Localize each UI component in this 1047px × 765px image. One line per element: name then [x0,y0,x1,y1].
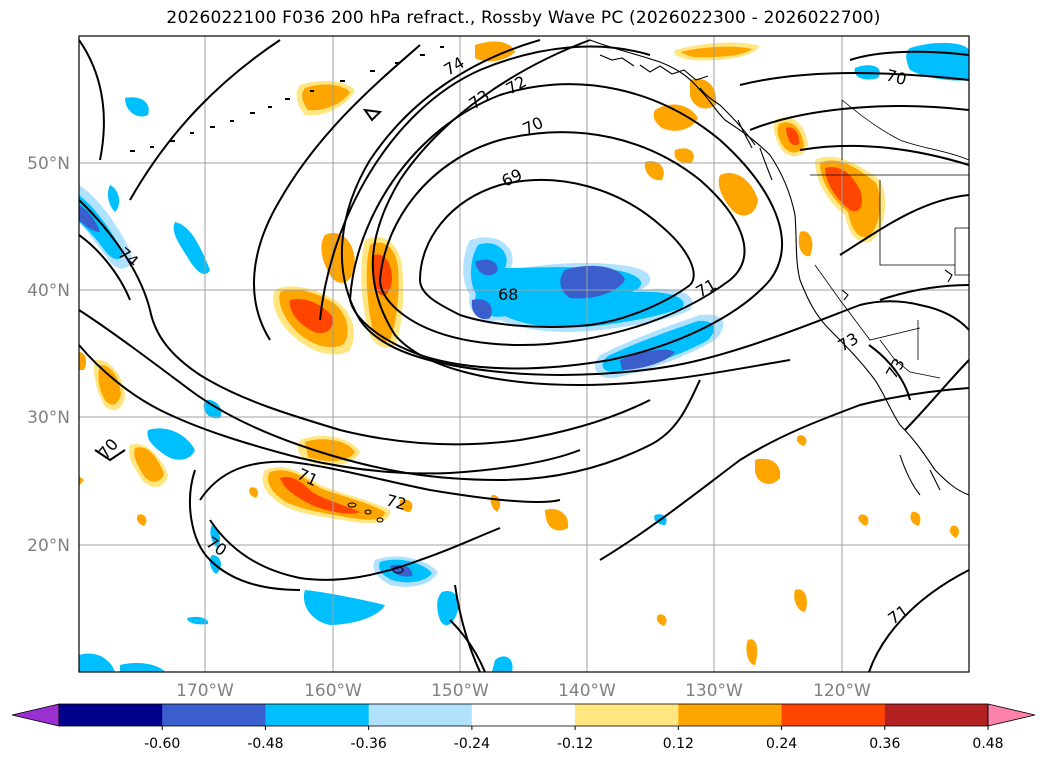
lon-label: 160°W [304,681,362,701]
colorbar-tick-label: 0.24 [766,736,797,752]
positive-anomaly-patch [399,499,413,512]
lat-label: 30°N [27,408,70,428]
positive-anomaly-patch [249,487,259,498]
lon-label: 120°W [813,681,871,701]
negative-anomaly-patch [471,299,492,320]
grid-lines [79,36,969,672]
colorbar-tick-label: -0.48 [247,736,283,752]
colorbar-tick-label: -0.24 [454,736,490,752]
positive-anomaly-patch [653,104,698,131]
positive-anomaly-patch [755,458,781,484]
colorbar-extend-high [987,703,1036,727]
colorbar-extend-low [11,703,60,727]
lon-label: 150°W [431,681,489,701]
positive-anomaly-patch [786,127,800,146]
longitude-labels: 170°W 160°W 150°W 140°W 130°W 120°W [176,681,871,701]
positive-anomaly-patch [798,231,813,257]
positive-anomaly-patch [796,435,807,446]
colorbar-tick-label: -0.60 [144,736,180,752]
positive-anomaly-patch [545,508,569,531]
positive-anomaly-patch [644,161,664,181]
latitude-labels: 50°N 40°N 30°N 20°N [27,154,70,556]
negative-anomaly-patch [147,428,195,460]
colorbar-cell [265,704,370,726]
positive-anomaly-patch [858,514,869,526]
colorbar-tick-label: -0.12 [557,736,593,752]
lat-label: 40°N [27,281,70,301]
lat-label: 50°N [27,154,70,174]
positive-anomaly-patch [794,589,807,612]
positive-anomaly-patch [656,614,667,626]
colorbar-frame [58,703,989,727]
positive-anomaly-patch [718,172,758,216]
negative-anomaly-patch [79,205,100,232]
map-title: 2026022100 F036 200 hPa refract., Rossby… [166,8,881,28]
negative-anomaly-patch [620,349,675,370]
negative-anomaly-patch [120,662,165,672]
colorbar-cell [678,704,783,726]
colorbar-cell [368,704,473,726]
negative-anomaly-patch [173,222,210,275]
refractive-index-contours [79,39,969,672]
positive-anomaly-patch [674,148,694,163]
negative-anomaly-patch [437,590,459,626]
aleutian-islands [130,46,444,152]
positive-anomaly-patch [134,447,164,482]
positive-anomaly-patch [746,639,758,665]
lon-label: 140°W [558,681,616,701]
positive-anomaly-patch [825,167,862,212]
colorbar-cell [884,704,989,726]
contour-label: 70 [884,66,909,90]
colorbar-cell [781,704,886,726]
colorbar-cell [575,704,679,726]
positive-anomaly-patch [305,439,355,462]
refractive-index-shading [79,41,969,672]
political-borders [810,99,969,379]
coastlines [589,39,969,496]
colorbar-tick-label: 0.36 [869,736,900,752]
colorbar-tick-label: 0.12 [663,736,694,752]
map-frame [78,35,970,673]
negative-anomaly-patch [492,656,513,672]
negative-anomaly-patch [79,653,115,672]
contour-label: 72 [384,491,409,515]
colorbar-tick-label: 0.48 [972,736,1003,752]
negative-anomaly-patch [203,399,222,419]
positive-anomaly-patch [302,84,350,111]
lat-label: 20°N [27,536,70,556]
positive-anomaly-patch [949,525,959,538]
positive-anomaly-patch [79,352,87,370]
colorbar-cell [162,704,266,726]
positive-anomaly-patch [680,46,752,58]
positive-anomaly-patch [79,476,84,486]
positive-anomaly-patch [910,511,921,526]
colorbar-cell [59,704,163,726]
negative-anomaly-patch [475,259,498,276]
contour-label: 68 [498,285,518,304]
map-background [79,36,969,672]
lon-label: 170°W [176,681,234,701]
colorbar: -0.60 -0.48 -0.36 -0.24 -0.12 0.12 0.24 0.36 0.4… [11,703,1036,752]
colorbar-cell [471,704,576,726]
positive-anomaly-patch [98,364,121,405]
negative-anomaly-patch [303,590,385,625]
colorbar-tick-label: -0.36 [351,736,387,752]
negative-anomaly-patch [187,616,209,625]
lon-label: 130°W [685,681,743,701]
negative-anomaly-patch [125,97,149,117]
positive-anomaly-patch [371,254,392,296]
positive-anomaly-patch [136,514,147,526]
negative-anomaly-patch [107,185,120,212]
positive-anomaly-patch [475,41,515,62]
positive-anomaly-patch [280,476,360,514]
